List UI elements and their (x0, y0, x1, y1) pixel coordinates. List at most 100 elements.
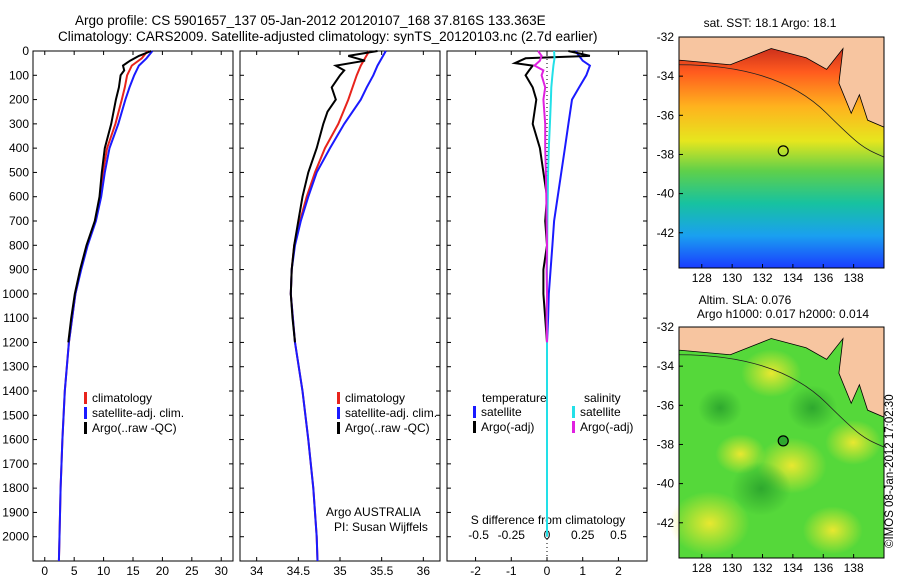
series-line-2 (57, 50, 154, 562)
lon-tick-label: 134 (783, 271, 803, 285)
legend-swatch-2 (337, 407, 340, 419)
lon-tick-label: 130 (722, 271, 742, 285)
top-x-tick-label: 0.25 (571, 528, 595, 542)
legend-swatch-temp-1 (473, 406, 476, 418)
x-tick-label: 10 (97, 564, 111, 578)
profile-panel-3: -2 -1 0 1 2-0.5 -0.25 0 0.25 0.5S difference fro… (446, 50, 648, 580)
shelf-contour (678, 64, 885, 158)
sla-low-2 (787, 385, 838, 431)
map-frame (678, 326, 885, 559)
map-1: 128 130 132 134 136 138 -32 -34 -36 -38 -40 -42 (657, 30, 885, 285)
legend-swatch-sal-2 (572, 421, 575, 433)
legend-label-1: climatology (92, 391, 152, 405)
depth-tick-label: 1300 (2, 360, 29, 374)
depth-tick-label: 600 (9, 190, 29, 204)
depth-tick-label: 800 (9, 238, 29, 252)
lon-tick-label: 134 (783, 561, 803, 575)
shelf-contour (678, 354, 885, 448)
legend-swatch-1 (84, 392, 87, 404)
argo-location-marker (777, 435, 789, 447)
depth-tick-label: 500 (9, 165, 29, 179)
lat-tick-label: -38 (657, 147, 675, 161)
x-tick-label: 20 (156, 564, 170, 578)
header-line-2: Climatology: CARS2009. Satellite-adjuste… (58, 29, 598, 44)
top-x-tick-label: -0.25 (498, 528, 526, 542)
legend-swatch-2 (84, 407, 87, 419)
lat-tick-label: -38 (657, 437, 675, 451)
legend-swatch-sal-1 (572, 406, 575, 418)
lon-tick-label: 136 (813, 271, 833, 285)
pi-note: PI: Susan Wijffels (334, 520, 428, 534)
series-line-3 (67, 50, 152, 343)
lat-tick-label: -34 (657, 359, 675, 373)
map2-title-line2: Argo h1000: 0.017 h2000: 0.014 (697, 307, 869, 321)
depth-tick-label: 700 (9, 214, 29, 228)
legend-swatch-1 (337, 392, 340, 404)
lon-tick-label: 136 (813, 561, 833, 575)
top-x-tick-label: -0.5 (468, 528, 489, 542)
lat-tick-label: -40 (657, 187, 675, 201)
x-tick-label: -2 (470, 564, 481, 578)
panel-frame (32, 50, 234, 562)
depth-tick-label: 1900 (2, 505, 29, 519)
depth-tick-label: 400 (9, 141, 29, 155)
legend-label-2: satellite-adj. clim. (92, 406, 184, 420)
series-line-4 (532, 50, 549, 343)
depth-tick-label: 1800 (2, 481, 29, 495)
legend-label-temp-2: Argo(-adj) (481, 420, 534, 434)
series-line-2 (511, 50, 591, 343)
legend-swatch-3 (84, 422, 87, 434)
legend-label-3: Argo(..raw -QC) (92, 421, 177, 435)
x-tick-label: 25 (185, 564, 199, 578)
series-line-2 (289, 50, 387, 562)
x-tick-label: -1 (506, 564, 517, 578)
lon-tick-label: 130 (722, 561, 742, 575)
legend-swatch-temp-2 (473, 421, 476, 433)
lat-tick-label: -40 (657, 477, 675, 491)
x-tick-label: 30 (215, 564, 229, 578)
lat-tick-label: -42 (657, 516, 675, 530)
legend-temp-title: temperature (482, 391, 547, 405)
lon-tick-label: 128 (692, 271, 712, 285)
depth-tick-label: 1100 (3, 311, 29, 325)
depth-tick-label: 300 (9, 117, 29, 131)
sla-anomaly-4 (825, 420, 882, 465)
depth-tick-label: 200 (9, 93, 29, 107)
depth-tick-label: 100 (9, 68, 29, 82)
x-tick-label: 34 (250, 564, 264, 578)
x-tick-label: 35 (333, 564, 347, 578)
depth-tick-label: 900 (9, 263, 29, 277)
land-mass (678, 36, 885, 128)
header-line-1: Argo profile: CS 5901657_137 05-Jan-2012… (75, 13, 546, 28)
legend-label-2: satellite-adj. clim. (345, 406, 437, 420)
legend-swatch-3 (337, 422, 340, 434)
legend-label-1: climatology (345, 391, 405, 405)
lat-tick-label: -32 (657, 30, 675, 44)
map2-title-line1: Altim. SLA: 0.076 (699, 293, 792, 307)
panel-frame (239, 50, 441, 562)
legend-label-3: Argo(..raw -QC) (345, 421, 430, 435)
x-tick-label: 36 (417, 564, 431, 578)
lon-tick-label: 132 (753, 561, 773, 575)
x-tick-label: 1 (579, 564, 586, 578)
sla-anomaly-1 (669, 491, 750, 556)
legend-label-sal-2: Argo(-adj) (580, 420, 633, 434)
depth-tick-label: 1500 (2, 408, 29, 422)
depth-tick-label: 1400 (2, 384, 29, 398)
sla-low-3 (698, 388, 742, 428)
x-tick-label: 15 (126, 564, 140, 578)
argo-location-marker (777, 145, 789, 157)
x-tick-label: 35.5 (370, 564, 394, 578)
legend-sal-title: salinity (584, 391, 621, 405)
lat-tick-label: -32 (657, 320, 675, 334)
profile-panel-1: 0100200300400500600700800900100011001200… (2, 44, 234, 580)
series-line-1 (546, 50, 592, 343)
x-tick-label: 5 (71, 564, 78, 578)
legend-label-temp-1: satellite (481, 405, 522, 419)
lon-tick-label: 128 (692, 561, 712, 575)
series-line-1 (289, 50, 371, 562)
sla-anomaly-2 (741, 349, 802, 398)
depth-tick-label: 0 (22, 44, 29, 58)
